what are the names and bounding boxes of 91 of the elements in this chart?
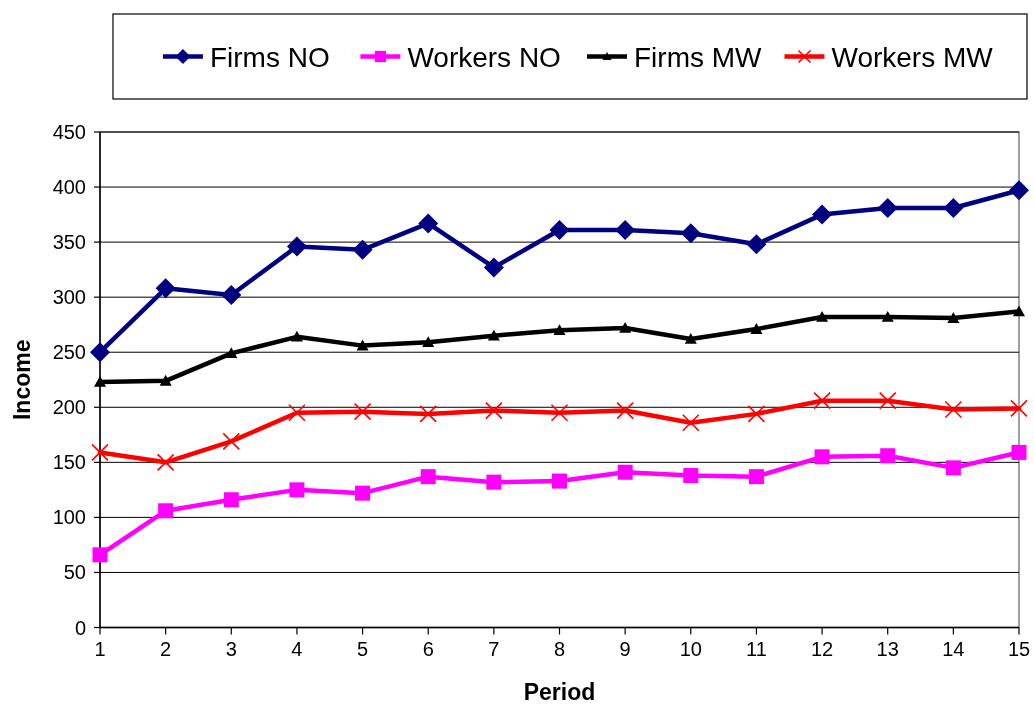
point (680, 223, 701, 244)
point (355, 485, 371, 501)
point (225, 347, 238, 359)
x-tick-label: 9 (619, 637, 631, 660)
point (483, 257, 504, 278)
point (356, 339, 369, 351)
point (881, 310, 894, 322)
y-tick-label: 50 (63, 561, 86, 584)
point (683, 468, 699, 484)
point (750, 323, 763, 334)
point (816, 310, 829, 322)
point (353, 402, 372, 421)
point (878, 391, 897, 410)
x-tick-label: 2 (160, 637, 172, 660)
point (549, 220, 570, 240)
y-axis-title: Income (9, 339, 35, 421)
point (619, 322, 632, 333)
x-tick-label: 12 (810, 637, 834, 660)
y-tick-label: 350 (52, 231, 86, 254)
x-tick-label: 6 (422, 637, 434, 660)
point (944, 400, 963, 419)
point (681, 413, 700, 432)
point (814, 449, 830, 465)
point (90, 342, 110, 363)
point (156, 453, 175, 472)
point (223, 492, 239, 508)
y-tick-label: 150 (52, 451, 86, 474)
point (746, 234, 767, 255)
x-tick-label: 13 (876, 637, 899, 660)
point (877, 197, 898, 218)
point (352, 239, 373, 260)
point (880, 448, 896, 464)
y-tick-label: 100 (52, 506, 86, 529)
point (419, 405, 438, 423)
point (617, 464, 633, 480)
point (418, 213, 439, 234)
point (552, 473, 567, 489)
point (945, 460, 961, 476)
x-tick-label: 8 (553, 637, 566, 660)
point (290, 330, 303, 342)
legend-label: Firms NO (209, 41, 330, 73)
x-tick-label: 14 (942, 637, 965, 660)
x-tick-label: 11 (746, 637, 767, 660)
point (158, 503, 174, 519)
point (289, 482, 305, 498)
point (485, 401, 503, 420)
point (1011, 444, 1027, 460)
point (615, 220, 636, 240)
point (1013, 305, 1025, 317)
y-tick-label: 0 (74, 616, 86, 639)
point (550, 403, 569, 422)
point (420, 469, 436, 485)
y-tick-label: 450 (52, 121, 86, 143)
point (684, 333, 697, 344)
x-tick-label: 1 (94, 637, 106, 660)
point (748, 469, 764, 485)
point (91, 443, 109, 462)
x-tick-label: 10 (679, 637, 702, 660)
y-tick-label: 250 (52, 341, 86, 364)
x-axis-title: Period (523, 679, 596, 705)
point (616, 401, 634, 420)
y-tick-label: 400 (52, 176, 86, 199)
x-tick-label: 7 (488, 637, 500, 660)
point (222, 432, 241, 451)
legend-label: Firms MW (634, 41, 763, 73)
x-tick-label: 3 (225, 637, 237, 660)
point (221, 284, 242, 305)
y-tick-label: 200 (52, 396, 86, 419)
legend-label: Workers NO (407, 41, 561, 73)
point (487, 329, 500, 341)
point (422, 336, 435, 348)
point (94, 375, 106, 387)
legend-label: Workers MW (831, 41, 994, 73)
point (943, 197, 964, 218)
point (92, 547, 108, 563)
point (286, 236, 307, 257)
point (747, 405, 766, 423)
y-tick-label: 300 (52, 286, 86, 309)
x-tick-label: 5 (357, 637, 369, 660)
point (1009, 180, 1029, 201)
x-tick-label: 4 (291, 637, 303, 660)
point (947, 312, 960, 323)
x-tick-label: 15 (1007, 637, 1031, 660)
point (288, 403, 306, 422)
point (553, 324, 566, 335)
point (155, 278, 176, 299)
point (813, 391, 831, 410)
point (812, 204, 833, 225)
point (486, 474, 502, 490)
point (159, 374, 172, 386)
point (1010, 399, 1028, 418)
